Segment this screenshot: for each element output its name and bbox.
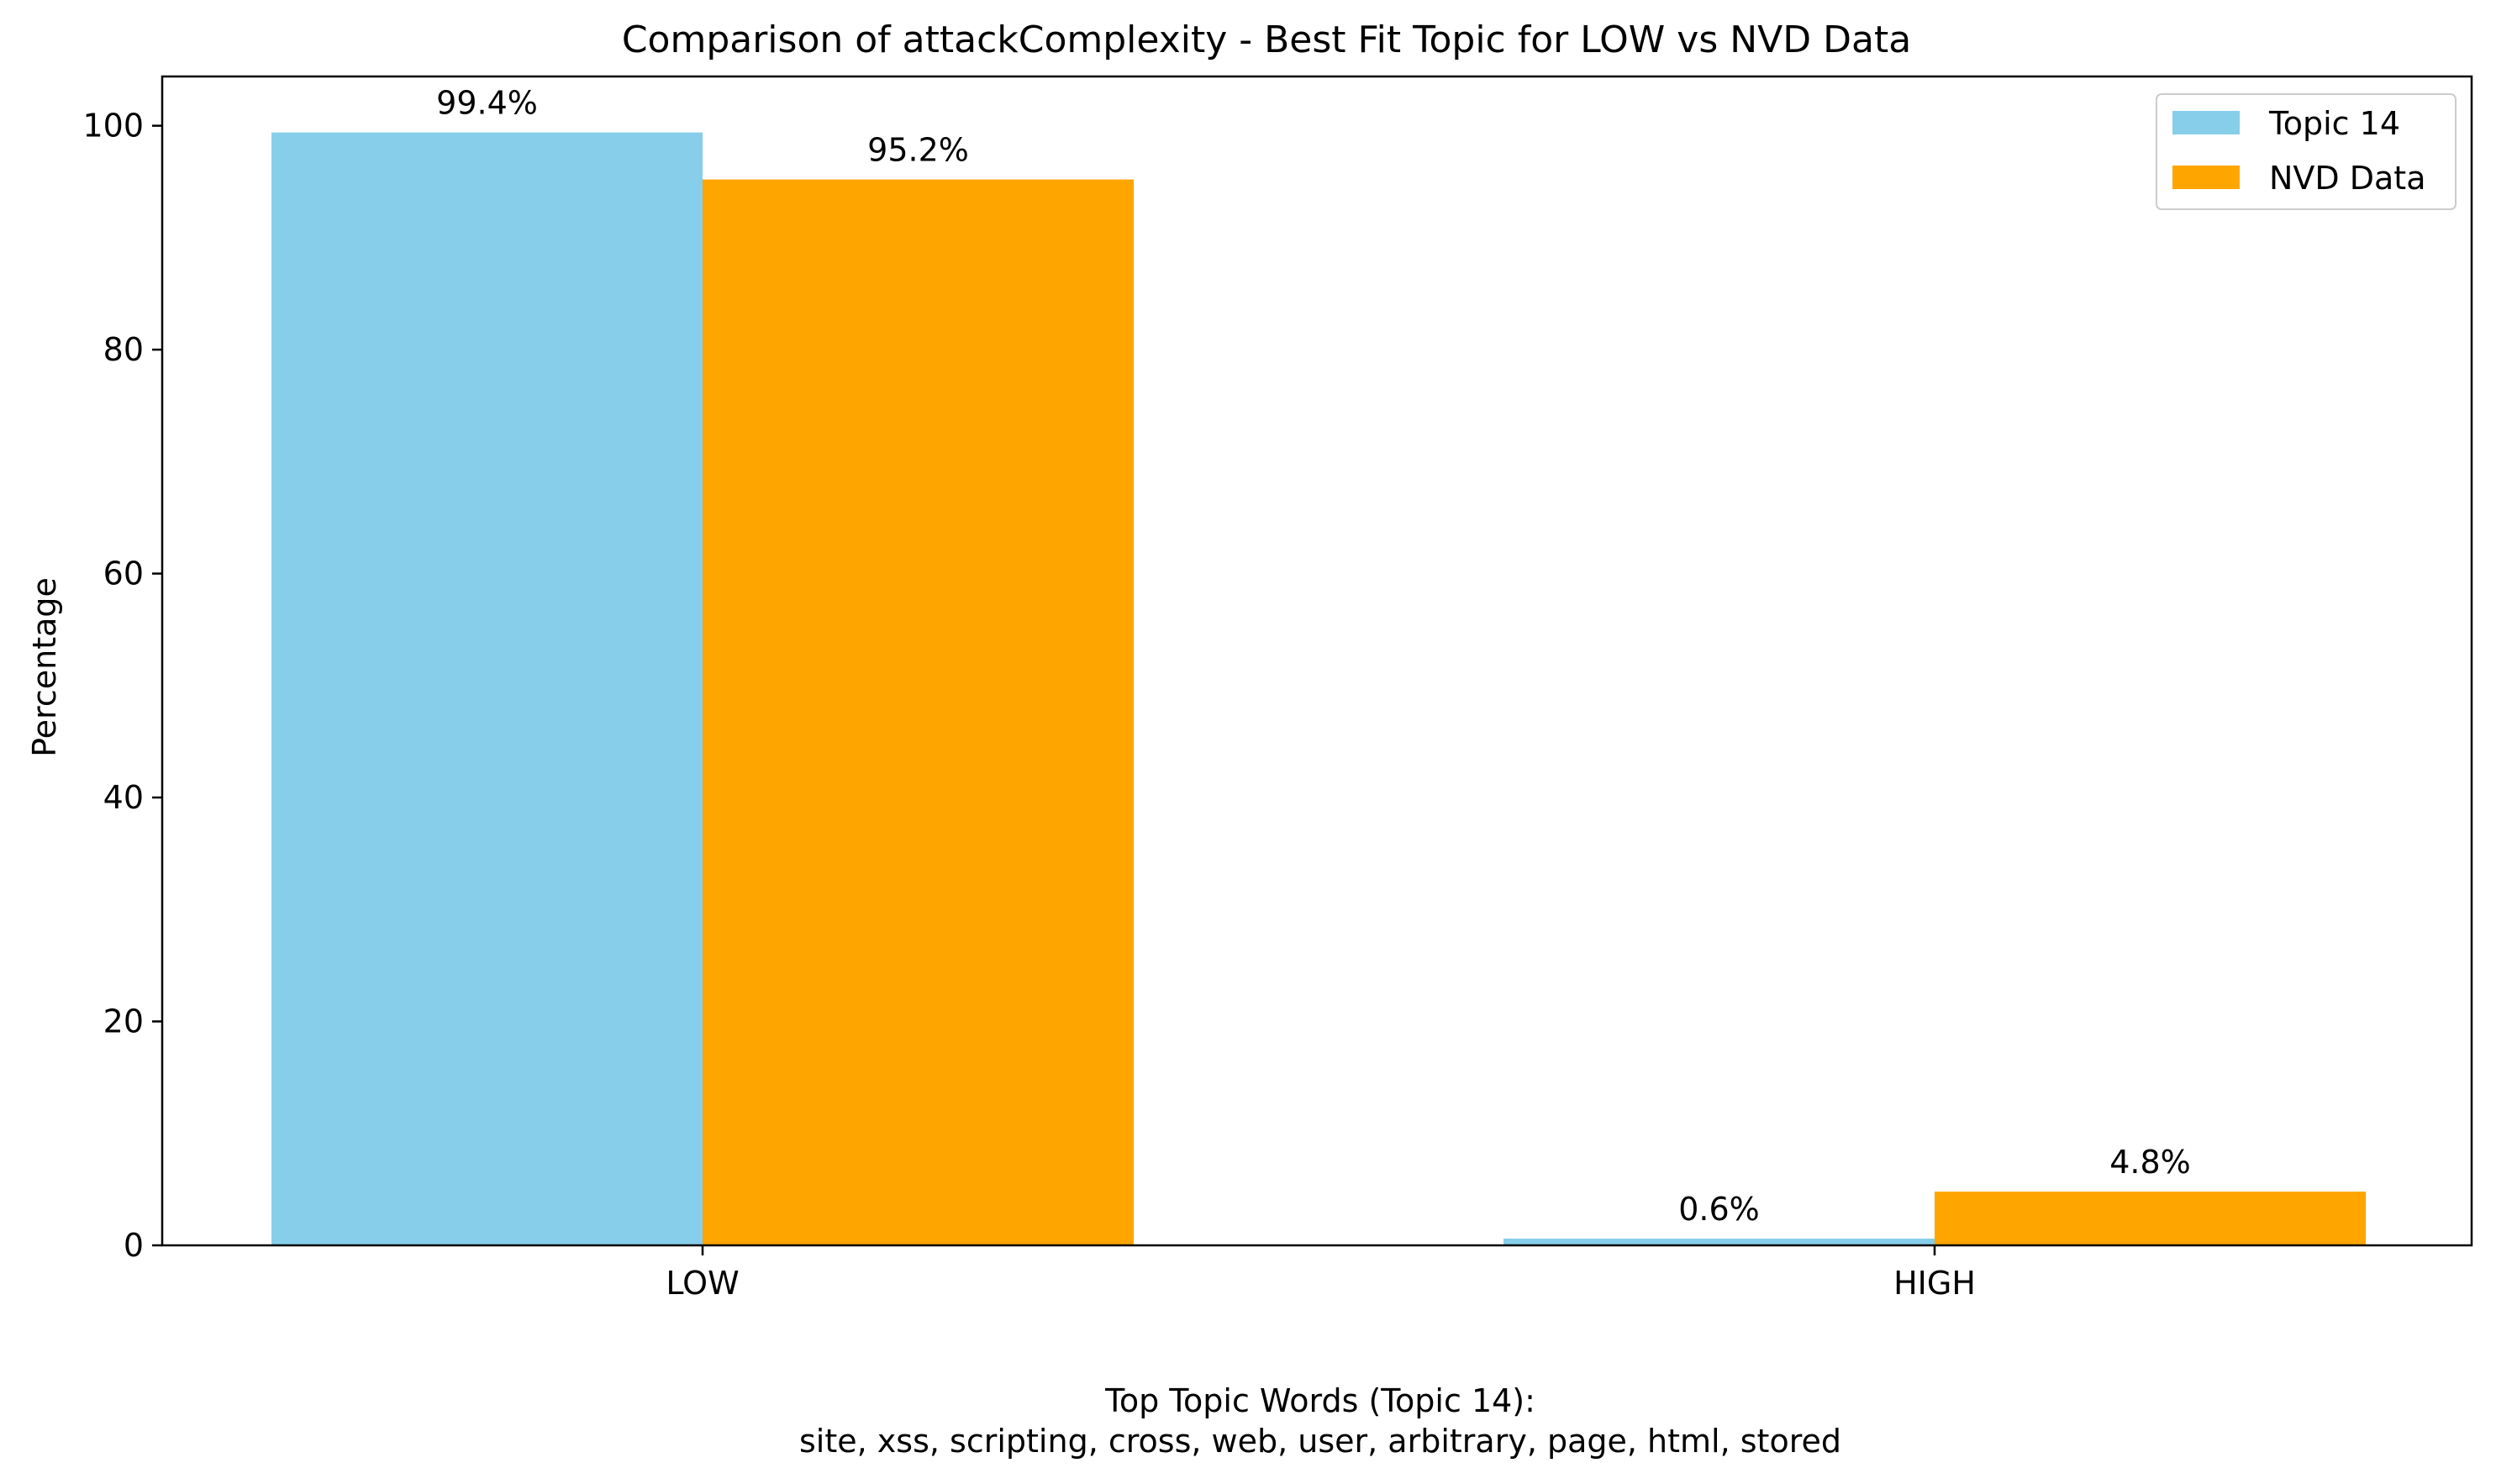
legend-label-topic-14: Topic 14: [2268, 105, 2400, 142]
legend-swatch-topic-14: [2172, 111, 2240, 134]
bar-nvd-data-low: [703, 179, 1134, 1246]
y-axis-label: Percentage: [26, 577, 63, 757]
y-tick-label-80: 80: [103, 331, 144, 368]
legend: Topic 14 NVD Data: [2156, 93, 2457, 210]
y-tick-label-20: 20: [103, 1003, 144, 1040]
data-label-topic-14-low: 99.4%: [436, 85, 538, 122]
data-label-topic-14-high: 0.6%: [1678, 1191, 1760, 1228]
data-label-nvd-data-low: 95.2%: [867, 132, 969, 169]
bar-nvd-data-high: [1935, 1192, 2366, 1245]
legend-swatch-nvd-data: [2172, 166, 2240, 189]
bar-topic-14-low: [271, 132, 703, 1245]
caption-line-1: Top Topic Words (Topic 14):: [1104, 1382, 1535, 1419]
legend-label-nvd-data: NVD Data: [2269, 160, 2426, 197]
x-tick-label-high: HIGH: [1893, 1265, 1976, 1302]
y-tick-label-40: 40: [103, 779, 144, 816]
chart-title: Comparison of attackComplexity - Best Fi…: [622, 18, 1911, 61]
data-label-nvd-data-high: 4.8%: [2109, 1144, 2191, 1181]
y-tick-label-100: 100: [82, 108, 144, 145]
bar-topic-14-high: [1503, 1239, 1935, 1245]
y-tick-label-60: 60: [103, 555, 144, 592]
x-tick-label-low: LOW: [666, 1265, 739, 1302]
plot-frame: [161, 75, 2473, 1247]
caption-line-2: site, xss, scripting, cross, web, user, …: [799, 1423, 1841, 1460]
y-tick-label-0: 0: [124, 1227, 144, 1264]
